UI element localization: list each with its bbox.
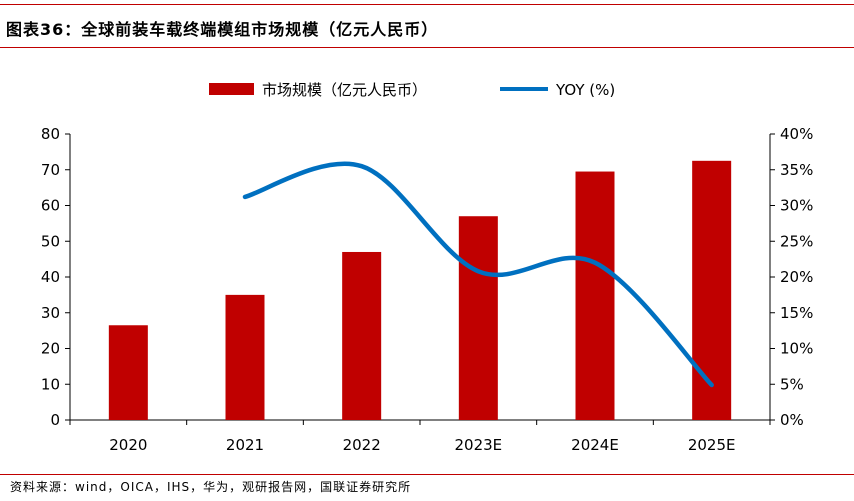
left-tick-label: 10	[41, 375, 60, 393]
legend-line-label: YOY (%)	[555, 81, 615, 99]
top-rule	[0, 4, 854, 5]
left-tick-label: 30	[41, 304, 60, 322]
right-tick-label: 15%	[780, 304, 813, 322]
right-tick-label: 10%	[780, 340, 813, 358]
left-tick-label: 20	[41, 340, 60, 358]
left-tick-label: 80	[41, 125, 60, 143]
x-tick-label: 2023E	[455, 436, 503, 454]
x-tick-label: 2021	[226, 436, 264, 454]
source-note: 资料来源：wind，OICA，IHS，华为，观研报告网，国联证券研究所	[10, 480, 412, 494]
x-tick-label: 2020	[109, 436, 147, 454]
right-tick-label: 30%	[780, 197, 813, 215]
x-tick-label: 2022	[343, 436, 381, 454]
yoy-line-path	[242, 161, 714, 388]
right-tick-label: 0%	[780, 411, 804, 429]
legend-bar-swatch	[209, 83, 254, 95]
yoy-line	[242, 161, 714, 388]
bar	[458, 216, 498, 420]
right-tick-label: 25%	[780, 232, 813, 250]
right-tick-label: 20%	[780, 268, 813, 286]
bar	[575, 171, 615, 420]
legend-bar-label: 市场规模（亿元人民币）	[262, 81, 427, 99]
axes: 0 10 20 30 40 50 60 70 80 0% 5% 10% 15% 20% 25% 30% 35% 4…	[41, 125, 813, 454]
left-tick-label: 0	[50, 411, 60, 429]
bar	[108, 325, 148, 420]
left-tick-label: 40	[41, 268, 60, 286]
bars	[108, 160, 732, 420]
legend: 市场规模（亿元人民币） YOY (%)	[209, 81, 615, 99]
right-tick-label: 40%	[780, 125, 813, 143]
bar	[342, 251, 382, 420]
bar	[225, 294, 265, 420]
x-tick-label: 2025E	[688, 436, 736, 454]
figure-title: 图表36：全球前装车载终端模组市场规模（亿元人民币）	[6, 20, 439, 39]
bottom-rule	[0, 474, 854, 475]
right-tick-label: 5%	[780, 375, 804, 393]
x-tick-label: 2024E	[571, 436, 619, 454]
left-tick-label: 70	[41, 161, 60, 179]
right-tick-label: 35%	[780, 161, 813, 179]
left-tick-label: 50	[41, 232, 60, 250]
title-rule	[0, 47, 854, 48]
bar	[692, 160, 732, 420]
left-tick-label: 60	[41, 197, 60, 215]
